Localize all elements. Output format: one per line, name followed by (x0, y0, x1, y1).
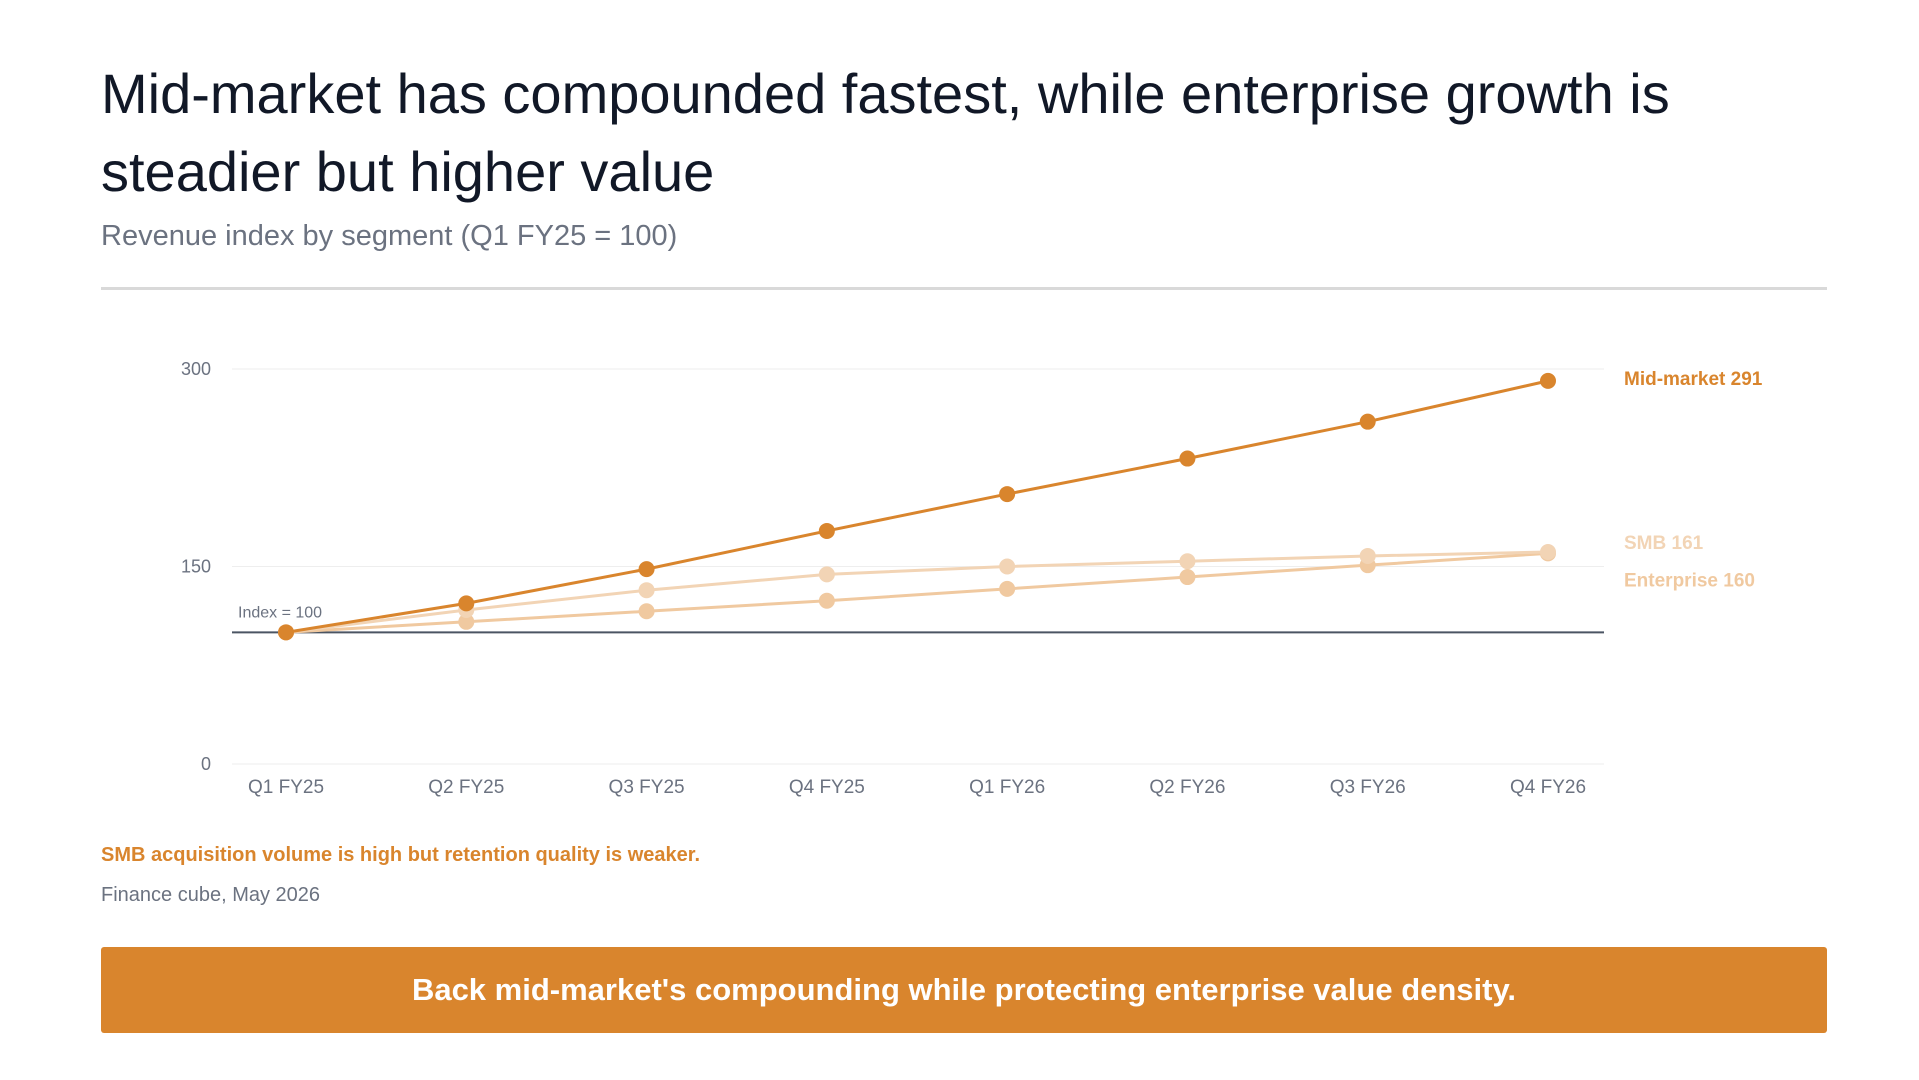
takeaway-banner: Back mid-market's compounding while prot… (101, 947, 1827, 1033)
x-tick-label: Q3 FY26 (1330, 777, 1406, 798)
data-point-mid-market (1179, 450, 1196, 467)
series-line-mid-market (285, 379, 1549, 634)
y-tick-label: 0 (201, 754, 211, 774)
series-label-smb: SMB 161 (1624, 533, 1704, 554)
grid-lines (232, 368, 1604, 765)
x-tick-label: Q1 FY26 (969, 777, 1045, 798)
source-note: Finance cube, May 2026 (101, 884, 321, 906)
data-point-smb (1179, 553, 1196, 570)
x-tick-label: Q2 FY25 (428, 777, 504, 798)
data-point-mid-market (638, 561, 655, 578)
reference-line-label: Index = 100 (238, 604, 322, 621)
data-point-mid-market (278, 624, 294, 641)
data-point-enterprise (1179, 569, 1196, 586)
x-tick-label: Q2 FY26 (1149, 777, 1225, 798)
x-tick-label: Q1 FY25 (248, 777, 324, 798)
x-tick-label: Q3 FY25 (609, 777, 685, 798)
header-divider (101, 287, 1827, 290)
takeaway-text: Back mid-market's compounding while prot… (411, 972, 1517, 1007)
series-group (278, 372, 1556, 641)
x-tick-label: Q4 FY25 (789, 777, 865, 798)
y-tick-label: 150 (181, 557, 211, 577)
page-title: Mid-market has compounded fastest, while… (101, 62, 1670, 203)
data-point-enterprise (999, 580, 1016, 597)
series-end-labels: Enterprise 160 SMB 161 Mid-market 291 (1624, 369, 1763, 591)
series-label-mid-market: Mid-market 291 (1624, 369, 1763, 390)
data-point-mid-market (1359, 413, 1376, 430)
series-mid-market (278, 372, 1556, 641)
series-line-smb (285, 550, 1549, 634)
x-tick-label: Q4 FY26 (1510, 777, 1586, 798)
data-point-enterprise (638, 603, 655, 620)
reference-line-group: Index = 100 (232, 604, 1604, 634)
data-point-enterprise (818, 592, 835, 609)
series-line-enterprise (285, 551, 1549, 634)
data-point-enterprise (458, 613, 475, 630)
annotation-note: SMB acquisition volume is high but reten… (101, 844, 700, 866)
data-point-smb (1540, 544, 1556, 561)
y-axis-ticks: 0 150 300 (181, 359, 211, 774)
data-point-mid-market (818, 522, 835, 539)
y-tick-label: 300 (181, 359, 211, 379)
data-point-smb (638, 582, 655, 599)
x-axis-ticks: Q1 FY25 Q2 FY25 Q3 FY25 Q4 FY25 Q1 FY26 Q2 FY… (248, 777, 1586, 798)
data-point-smb (1359, 547, 1376, 564)
series-label-enterprise: Enterprise 160 (1624, 570, 1755, 591)
data-point-mid-market (458, 595, 475, 612)
data-point-smb (999, 558, 1016, 575)
data-point-smb (818, 566, 835, 583)
chart-subtitle: Revenue index by segment (Q1 FY25 = 100) (101, 220, 678, 252)
data-point-mid-market (1540, 372, 1556, 389)
data-point-mid-market (999, 486, 1016, 503)
